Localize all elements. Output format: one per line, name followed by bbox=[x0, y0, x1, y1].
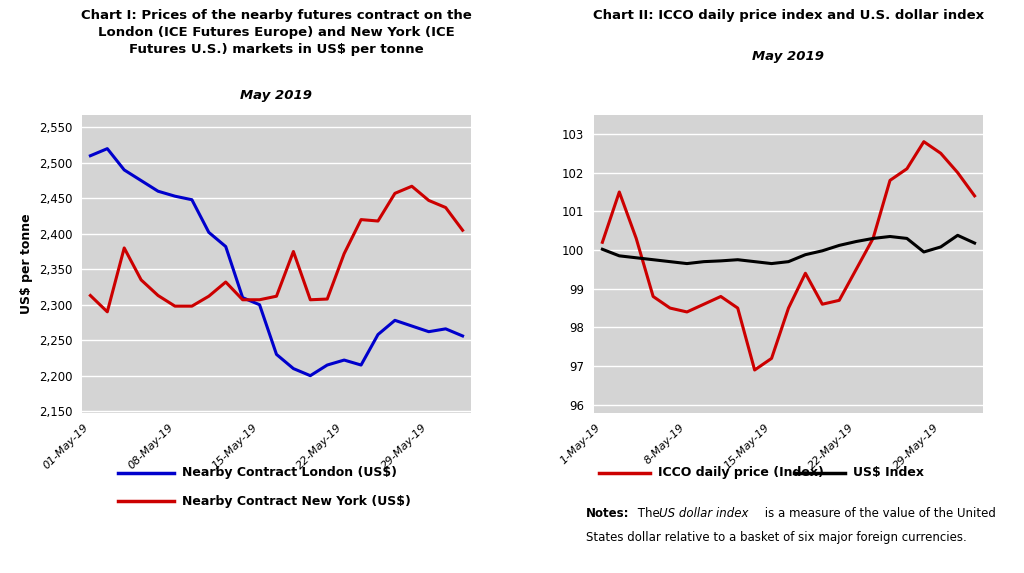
Text: US$ Index: US$ Index bbox=[853, 466, 924, 479]
Y-axis label: US$ per tonne: US$ per tonne bbox=[20, 213, 33, 314]
Text: States dollar relative to a basket of six major foreign currencies.: States dollar relative to a basket of si… bbox=[586, 531, 967, 544]
Text: Chart II: ICCO daily price index and U.S. dollar index: Chart II: ICCO daily price index and U.S… bbox=[593, 9, 984, 22]
Text: May 2019: May 2019 bbox=[241, 89, 312, 102]
Text: US dollar index: US dollar index bbox=[659, 507, 749, 520]
Text: Notes:: Notes: bbox=[586, 507, 629, 520]
Text: ICCO daily price (Index): ICCO daily price (Index) bbox=[658, 466, 824, 479]
Text: May 2019: May 2019 bbox=[753, 50, 824, 63]
Text: The: The bbox=[634, 507, 664, 520]
Text: Nearby Contract New York (US$): Nearby Contract New York (US$) bbox=[182, 495, 412, 508]
Text: Chart I: Prices of the nearby futures contract on the
London (ICE Futures Europe: Chart I: Prices of the nearby futures co… bbox=[81, 9, 472, 56]
Text: Nearby Contract London (US$): Nearby Contract London (US$) bbox=[182, 466, 397, 479]
Text: is a measure of the value of the United: is a measure of the value of the United bbox=[761, 507, 995, 520]
